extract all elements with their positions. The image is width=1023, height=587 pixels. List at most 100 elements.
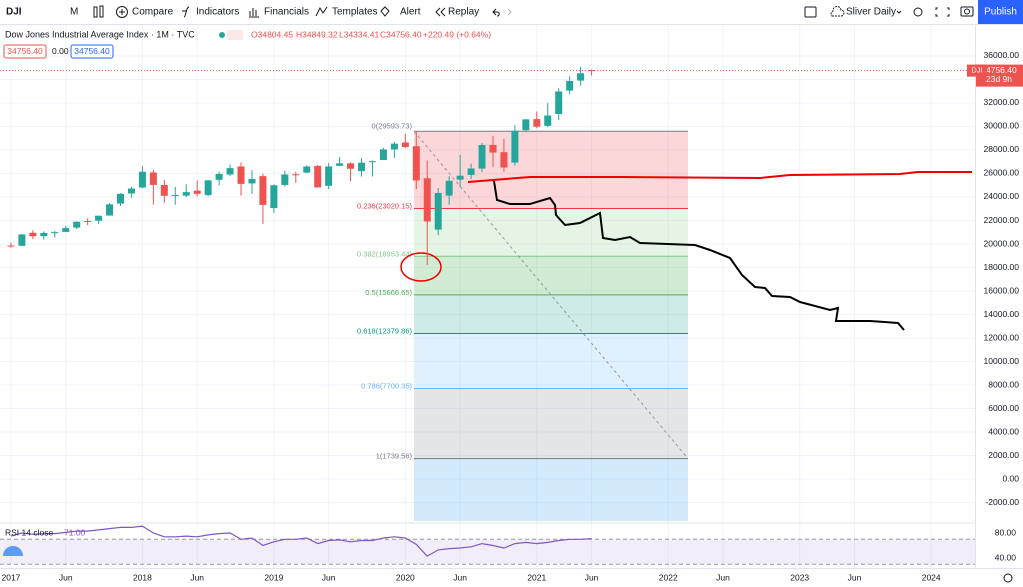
icon-replay[interactable] (435, 7, 446, 17)
candle-body (215, 173, 223, 180)
icon-templates[interactable] (315, 6, 328, 17)
x-tick-label: Jun (322, 572, 336, 582)
y-tick-label: 14000.00 (984, 309, 1020, 319)
candle-body (489, 144, 497, 153)
time-axis-settings[interactable] (1003, 573, 1013, 583)
last-price-label: 34756.40 (981, 65, 1017, 75)
x-tick-label: Jun (585, 572, 599, 582)
candle-body (368, 161, 376, 163)
candle-body (18, 234, 26, 246)
icon-compare[interactable] (116, 6, 128, 18)
y-tick-label: -2000.00 (985, 497, 1019, 507)
bid-box[interactable] (3, 44, 47, 59)
icon-alert[interactable] (380, 6, 390, 17)
fib-label: 0.618(12379.86) (357, 327, 413, 336)
pane-icon (3, 546, 23, 556)
fib-label: 0.382(18953.44) (357, 249, 413, 258)
candle-body (29, 232, 37, 237)
interval[interactable]: M (70, 7, 78, 18)
last-price-box (976, 64, 1023, 87)
icon-fullscreen[interactable] (935, 7, 950, 17)
candle-body (379, 149, 387, 160)
publish-button[interactable]: Publish (984, 7, 1017, 18)
y-tick-label: 12000.00 (984, 332, 1020, 342)
candle-body (138, 171, 146, 188)
x-tick-label: 2019 (264, 572, 283, 582)
candle-body (237, 166, 245, 184)
drawing-red (467, 171, 972, 183)
fib-zone (414, 256, 688, 295)
y-tick-label: 6000.00 (988, 403, 1019, 413)
fib-zone (414, 131, 688, 209)
x-tick-label: 2023 (790, 572, 809, 582)
candle-body (171, 195, 179, 197)
candle-body (127, 188, 135, 194)
x-tick-label: 2024 (922, 572, 941, 582)
x-tick-label: Jun (59, 572, 73, 582)
alert-button[interactable]: Alert (400, 7, 421, 18)
candle-body (588, 70, 596, 72)
candle-body (303, 166, 311, 173)
candle-body (73, 221, 81, 228)
x-tick-label: Jun (848, 572, 862, 582)
candle-body (456, 175, 464, 180)
icon-financials[interactable] (249, 8, 259, 18)
candle-body (511, 130, 519, 163)
candle-body (336, 163, 344, 166)
icon-plus (119, 9, 125, 15)
candle-body (467, 168, 475, 175)
x-tick-label: Jun (716, 572, 730, 582)
layout-name[interactable]: Sliver Daily (846, 7, 896, 18)
y-tick-label: 20000.00 (984, 238, 1020, 248)
candle-body (423, 178, 431, 222)
y-tick-label: 30000.00 (984, 121, 1020, 131)
compare-button[interactable]: Compare (132, 7, 174, 18)
candle-body (7, 245, 15, 247)
fib-label: 0.786(7700.35) (361, 382, 412, 391)
candle-body (566, 80, 574, 91)
y-tick-label: 16000.00 (984, 285, 1020, 295)
candle-body (226, 168, 234, 175)
drawing-circle (400, 252, 442, 282)
icon-undo[interactable] (492, 8, 500, 17)
indicators-button[interactable]: Indicators (196, 7, 239, 18)
icon-square[interactable] (804, 6, 817, 18)
templates-button[interactable]: Templates (332, 7, 378, 18)
ask-box[interactable] (70, 44, 114, 59)
icon-candles-2 (99, 5, 104, 18)
icon-settings[interactable] (913, 7, 923, 17)
y-tick-label: 0.00 (1002, 473, 1019, 483)
fib-zone (414, 458, 688, 521)
x-tick-label: 2018 (133, 572, 152, 582)
legend-high: H34849.32 (296, 29, 338, 39)
fib-label: 0.5(15666.65) (365, 288, 412, 297)
y-tick-label: 24000.00 (984, 191, 1020, 201)
icon-camera[interactable] (960, 6, 974, 17)
symbol-tag-label: DJI (971, 66, 982, 75)
icon-indicators[interactable] (182, 6, 190, 18)
market-status (219, 32, 225, 38)
financials-button[interactable]: Financials (264, 7, 309, 18)
icon-dropdown[interactable] (896, 10, 902, 14)
replay-button[interactable]: Replay (448, 7, 479, 18)
candle-body (248, 178, 256, 184)
icon-candles[interactable] (93, 6, 98, 18)
x-tick-label: 2020 (396, 572, 415, 582)
candle-body (500, 152, 508, 168)
time-axis (0, 568, 1023, 587)
toolbar-icons (93, 5, 974, 18)
icon-redo[interactable] (507, 8, 512, 16)
candle-body (160, 184, 168, 196)
symbol[interactable]: DJI (6, 7, 22, 18)
candle-body (478, 144, 486, 169)
candle-body (204, 180, 212, 196)
fib-zone (414, 208, 688, 257)
candle-body (84, 220, 92, 222)
y-tick-label: 4000.00 (988, 426, 1019, 436)
y-tick-label: 8000.00 (988, 379, 1019, 389)
icon-cloud[interactable] (830, 6, 845, 17)
candle-body (259, 176, 267, 205)
x-tick-label: 2021 (527, 572, 546, 582)
publish-button-bg[interactable] (978, 0, 1023, 24)
candle-body (62, 228, 70, 232)
